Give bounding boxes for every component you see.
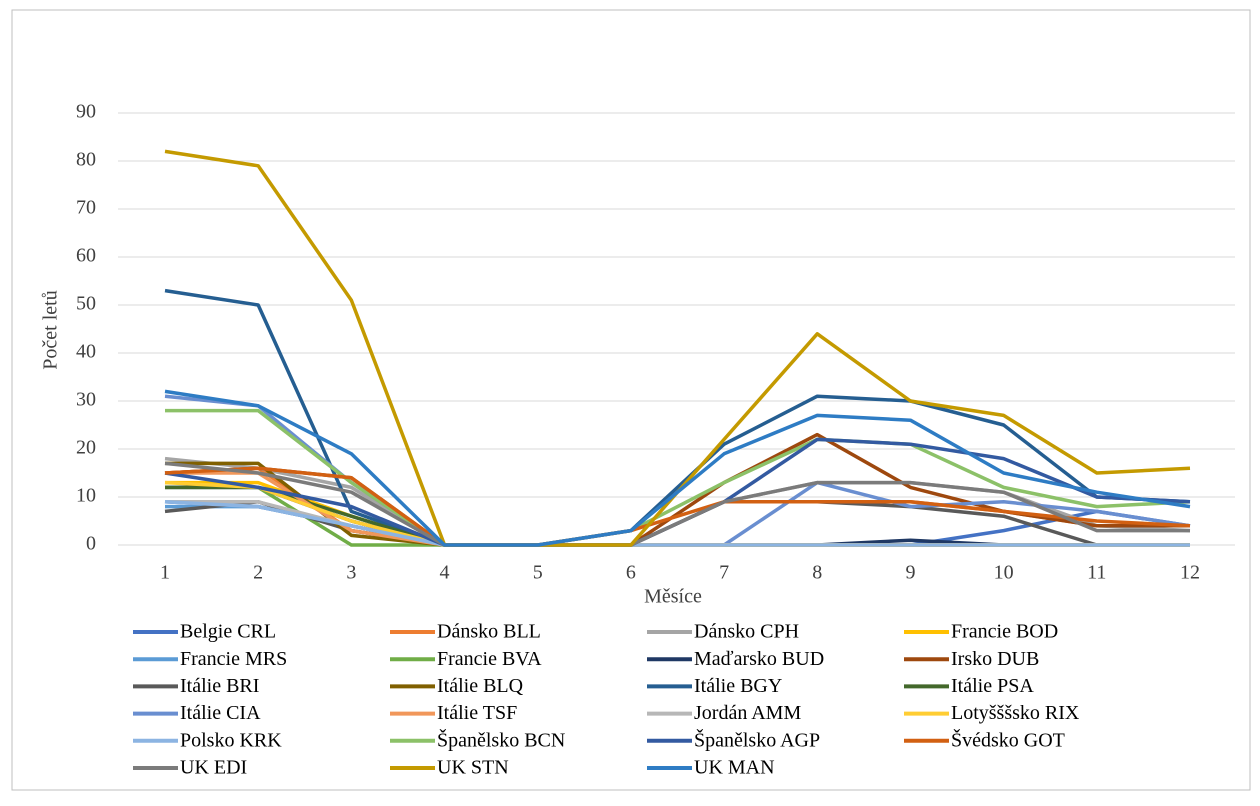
legend-label: Francie BOD <box>951 621 1058 643</box>
series-line <box>164 466 1191 547</box>
legend-label: Francie BVA <box>437 648 542 670</box>
legend-label: UK MAN <box>694 757 775 779</box>
x-tick-label: 11 <box>1087 562 1106 584</box>
y-axis-title: Počet letů <box>40 290 62 369</box>
legend-label: UK STN <box>437 757 509 779</box>
legend-label: Itálie BRI <box>180 675 259 697</box>
series-line <box>164 500 1190 547</box>
x-tick-label: 12 <box>1180 562 1200 584</box>
legend-label: Francie MRS <box>180 648 287 670</box>
legend-label: Maďarsko BUD <box>694 648 824 670</box>
x-tick-label: 6 <box>626 562 636 584</box>
x-tick-label: 5 <box>533 562 543 584</box>
y-tick-label: 30 <box>76 389 96 411</box>
legend-label: Švédsko GOT <box>951 727 1065 751</box>
x-tick-label: 4 <box>440 562 450 584</box>
y-tick-label: 60 <box>76 245 96 267</box>
legend-label: Itálie BGY <box>694 675 782 697</box>
x-tick-label: 1 <box>160 562 170 584</box>
series-line <box>164 389 1191 547</box>
legend-label: Lotyšššsko RIX <box>951 702 1080 724</box>
y-tick-label: 50 <box>76 293 96 315</box>
y-tick-label: 20 <box>76 437 96 459</box>
x-tick-label: 9 <box>905 562 915 584</box>
legend-label: Itálie PSA <box>951 675 1034 697</box>
x-axis-title: Měsíce <box>644 586 702 608</box>
x-tick-label: 7 <box>719 562 729 584</box>
y-tick-label: 80 <box>76 149 96 171</box>
y-tick-label: 90 <box>76 101 96 123</box>
legend-label: Španělsko BCN <box>437 727 565 751</box>
legend-label: Itálie BLQ <box>437 675 524 697</box>
legend-label: UK EDI <box>180 757 247 779</box>
x-tick-label: 8 <box>812 562 822 584</box>
x-tick-label: 2 <box>253 562 263 584</box>
y-tick-label: 0 <box>86 533 96 555</box>
legend-label: Irsko DUB <box>951 648 1039 670</box>
y-tick-label: 70 <box>76 197 96 219</box>
y-tick-label: 40 <box>76 341 96 363</box>
series-line <box>165 408 1191 547</box>
legend-label: Jordán AMM <box>694 702 801 724</box>
legend-label: Belgie CRL <box>180 621 276 643</box>
legend-label: Itálie TSF <box>437 702 517 724</box>
y-tick-label: 10 <box>76 485 96 507</box>
legend-label: Dánsko CPH <box>694 621 799 643</box>
x-tick-label: 10 <box>994 562 1014 584</box>
series-line <box>164 461 1190 547</box>
legend-label: Polsko KRK <box>180 729 282 751</box>
legend-label: Itálie CIA <box>180 702 261 724</box>
legend-label: Dánsko BLL <box>437 621 541 643</box>
legend-label: Španělsko AGP <box>694 727 820 751</box>
x-tick-label: 3 <box>346 562 356 584</box>
